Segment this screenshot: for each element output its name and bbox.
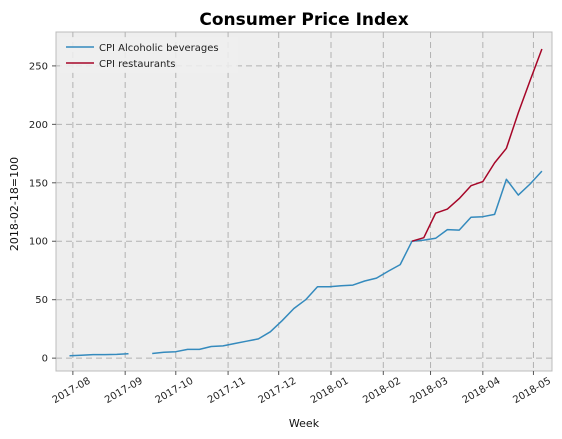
plot-area xyxy=(55,31,553,372)
y-tick-label: 250 xyxy=(29,61,48,72)
y-tick-label: 100 xyxy=(29,237,48,248)
y-tick-label: 150 xyxy=(29,178,48,189)
series-line-alcoholic xyxy=(69,352,129,357)
legend-label-alcoholic: CPI Alcoholic beverages xyxy=(99,43,219,54)
series-line-restaurants xyxy=(411,48,543,242)
legend-box xyxy=(60,37,238,73)
y-tick-label: 0 xyxy=(42,354,48,365)
y-axis: 0 50 100 150 200 250 xyxy=(29,61,56,365)
chart-title: Consumer Price Index xyxy=(199,10,408,30)
y-axis-label: 2018-02-18=100 xyxy=(8,157,21,251)
y-tick-label: 200 xyxy=(29,120,48,131)
x-axis-label: Week xyxy=(289,417,320,430)
series-line-alcoholic xyxy=(152,170,543,355)
y-tick-label: 50 xyxy=(35,295,48,306)
legend: CPI Alcoholic beverages CPI restaurants xyxy=(60,37,238,73)
series-lines xyxy=(69,48,543,357)
legend-label-restaurants: CPI restaurants xyxy=(99,59,176,70)
